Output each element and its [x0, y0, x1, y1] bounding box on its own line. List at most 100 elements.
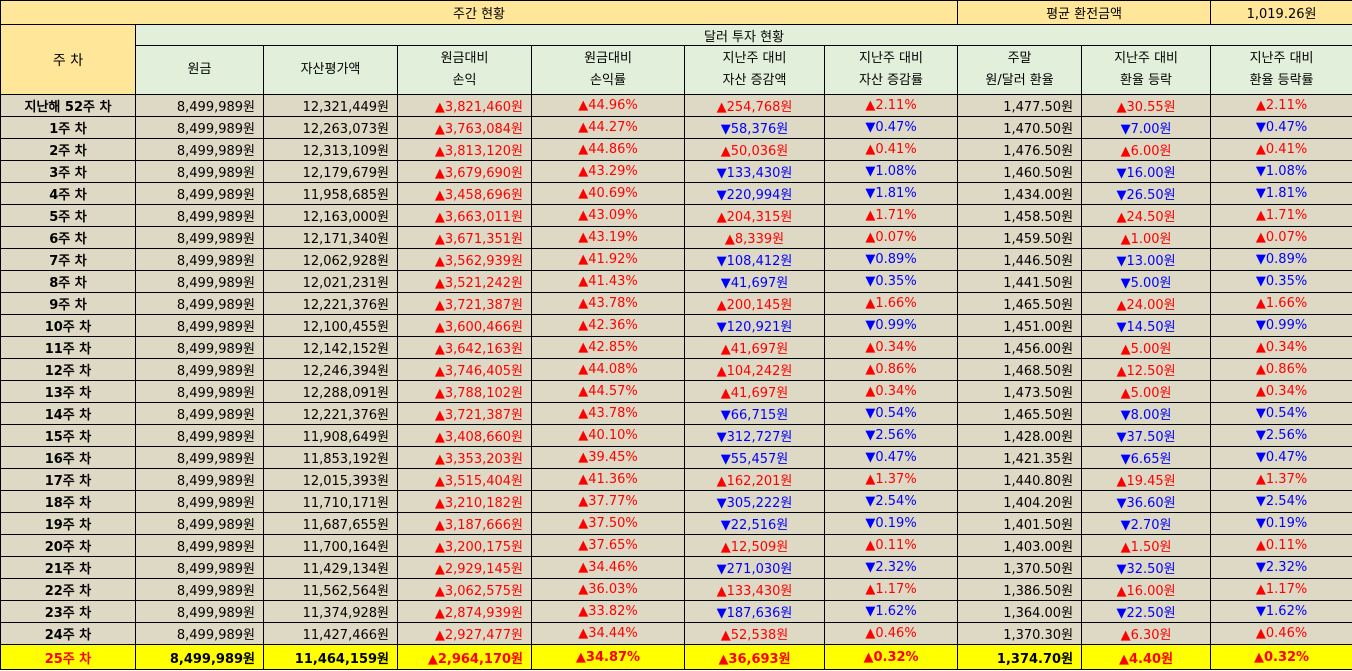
- pl-cell: ▲3,721,387원: [397, 292, 532, 315]
- exchange-rate-cell: 1,473.50원: [957, 380, 1083, 403]
- table-row: 17주 차 8,499,989원 12,015,393원 ▲3,515,404원 ▲41…: [0, 468, 1352, 491]
- pl-cell: ▲2,929,145원: [397, 556, 532, 579]
- asset-change-rate-cell: ▲0.32%: [823, 644, 959, 670]
- asset-value-cell: 12,221,376원: [263, 402, 398, 425]
- asset-change-rate-cell: ▼0.35%: [823, 270, 959, 293]
- principal-cell: 8,499,989원: [135, 248, 264, 271]
- asset-change-cell: ▼58,376원: [684, 116, 825, 139]
- pl-cell: ▲3,600,466원: [397, 314, 532, 337]
- exchange-rate-cell: 1,459.50원: [957, 226, 1083, 249]
- week-cell: 11주 차: [0, 336, 136, 359]
- asset-change-rate-cell: ▼2.32%: [823, 556, 959, 579]
- table-row: 23주 차 8,499,989원 11,374,928원 ▲2,874,939원 ▲33…: [0, 600, 1352, 623]
- fx-change-rate-cell: ▲0.07%: [1210, 226, 1352, 249]
- principal-cell: 8,499,989원: [135, 336, 264, 359]
- fx-change-rate-cell: ▼0.19%: [1210, 512, 1352, 535]
- week-cell: 10주 차: [0, 314, 136, 337]
- principal-cell: 8,499,989원: [135, 204, 264, 227]
- asset-value-cell: 12,321,449원: [263, 94, 398, 117]
- asset-value-cell: 11,958,685원: [263, 182, 398, 205]
- asset-value-cell: 12,015,393원: [263, 468, 398, 491]
- week-cell: 21주 차: [0, 556, 136, 579]
- week-cell: 3주 차: [0, 160, 136, 183]
- fx-change-rate-cell: ▲1.17%: [1210, 578, 1352, 601]
- table-row: 10주 차 8,499,989원 12,100,455원 ▲3,600,466원 ▲42…: [0, 314, 1352, 337]
- principal-cell: 8,499,989원: [135, 292, 264, 315]
- fx-change-rate-cell: ▲1.71%: [1210, 204, 1352, 227]
- fx-change-cell: ▲16.00원: [1081, 578, 1212, 601]
- fx-change-cell: ▼5.00원: [1081, 270, 1212, 293]
- week-cell: 15주 차: [0, 424, 136, 447]
- pl-rate-cell: ▲34.44%: [531, 622, 685, 645]
- exchange-rate-cell: 1,451.00원: [957, 314, 1083, 337]
- fx-change-rate-cell: ▼2.32%: [1210, 556, 1352, 579]
- asset-change-cell: ▼120,921원: [684, 314, 825, 337]
- asset-value-cell: 11,562,564원: [263, 578, 398, 601]
- fx-change-cell: ▲4.40원: [1081, 644, 1212, 670]
- fx-change-rate-cell: ▼0.99%: [1210, 314, 1352, 337]
- exchange-rate-cell: 1,404.20원: [957, 490, 1083, 513]
- pl-cell: ▲3,515,404원: [397, 468, 532, 491]
- pl-cell: ▲3,763,084원: [397, 116, 532, 139]
- asset-change-rate-cell: ▲0.46%: [823, 622, 959, 645]
- fx-change-cell: ▼13.00원: [1081, 248, 1212, 271]
- table-row: 14주 차 8,499,989원 12,221,376원 ▲3,721,387원 ▲43…: [0, 402, 1352, 425]
- principal-cell: 8,499,989원: [135, 226, 264, 249]
- pl-cell: ▲3,353,203원: [397, 446, 532, 469]
- table-row: 22주 차 8,499,989원 11,562,564원 ▲3,062,575원 ▲36…: [0, 578, 1352, 601]
- table-row: 3주 차 8,499,989원 12,179,679원 ▲3,679,690원 ▲43.…: [0, 160, 1352, 183]
- fx-change-rate-cell: ▼0.35%: [1210, 270, 1352, 293]
- week-cell: 16주 차: [0, 446, 136, 469]
- asset-change-cell: ▲12,509원: [684, 534, 825, 557]
- principal-cell: 8,499,989원: [135, 270, 264, 293]
- fx-change-rate-cell: ▼1.81%: [1210, 182, 1352, 205]
- asset-change-rate-cell: ▲2.11%: [823, 94, 959, 117]
- principal-cell: 8,499,989원: [135, 512, 264, 535]
- week-cell: 22주 차: [0, 578, 136, 601]
- principal-cell: 8,499,989원: [135, 94, 264, 117]
- fx-change-rate-cell: ▲0.86%: [1210, 358, 1352, 381]
- exchange-rate-cell: 1,370.30원: [957, 622, 1083, 645]
- asset-value-header: 자산평가액: [263, 45, 398, 95]
- fx-change-rate-cell: ▲1.37%: [1210, 468, 1352, 491]
- asset-value-cell: 11,710,171원: [263, 490, 398, 513]
- asset-change-rate-cell: ▲0.07%: [823, 226, 959, 249]
- pl-cell: ▲3,788,102원: [397, 380, 532, 403]
- fx-change-cell: ▼37.50원: [1081, 424, 1212, 447]
- asset-change-cell: ▲50,036원: [684, 138, 825, 161]
- fx-change-cell: ▼8.00원: [1081, 402, 1212, 425]
- fx-change-cell: ▼16.00원: [1081, 160, 1212, 183]
- fx-change-rate-cell: ▲0.46%: [1210, 622, 1352, 645]
- asset-change-cell: ▼66,715원: [684, 402, 825, 425]
- asset-change-rate-cell: ▲1.66%: [823, 292, 959, 315]
- asset-value-cell: 12,163,000원: [263, 204, 398, 227]
- fx-change-cell: ▲24.50원: [1081, 204, 1212, 227]
- asset-change-header: 지난주 대비 자산 증감액: [684, 45, 825, 95]
- asset-change-cell: ▲254,768원: [684, 94, 825, 117]
- exchange-rate-cell: 1,465.50원: [957, 402, 1083, 425]
- fx-change-rate-cell: ▼2.54%: [1210, 490, 1352, 513]
- pl-cell: ▲3,813,120원: [397, 138, 532, 161]
- principal-cell: 8,499,989원: [135, 160, 264, 183]
- fx-change-cell: ▲19.45원: [1081, 468, 1212, 491]
- fx-change-header: 지난주 대비 환율 등락: [1081, 45, 1212, 95]
- fx-change-rate-cell: ▼0.47%: [1210, 446, 1352, 469]
- principal-header: 원금: [135, 45, 264, 95]
- pl-cell: ▲3,642,163원: [397, 336, 532, 359]
- principal-cell: 8,499,989원: [135, 446, 264, 469]
- pl-cell: ▲3,821,460원: [397, 94, 532, 117]
- fx-change-cell: ▲6.00원: [1081, 138, 1212, 161]
- asset-value-cell: 11,853,192원: [263, 446, 398, 469]
- week-cell: 지난해 52주 차: [0, 94, 136, 117]
- pl-rate-cell: ▲34.46%: [531, 556, 685, 579]
- fx-change-cell: ▼7.00원: [1081, 116, 1212, 139]
- asset-change-cell: ▼22,516원: [684, 512, 825, 535]
- table-row: 12주 차 8,499,989원 12,246,394원 ▲3,746,405원 ▲44…: [0, 358, 1352, 381]
- pl-header: 원금대비 손익: [397, 45, 532, 95]
- pl-cell: ▲3,408,660원: [397, 424, 532, 447]
- asset-change-rate-cell: ▲0.41%: [823, 138, 959, 161]
- weekly-title: 주간 현황: [0, 0, 959, 25]
- asset-value-cell: 11,429,134원: [263, 556, 398, 579]
- fx-change-cell: ▲12.50원: [1081, 358, 1212, 381]
